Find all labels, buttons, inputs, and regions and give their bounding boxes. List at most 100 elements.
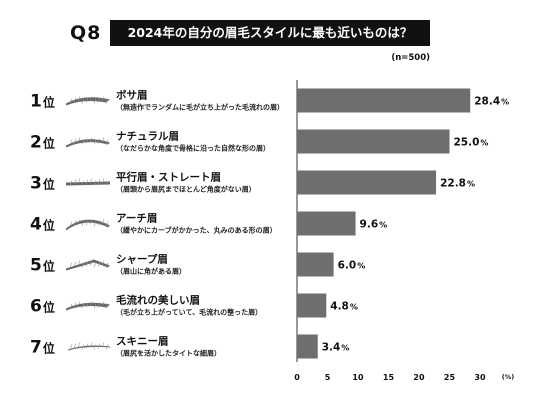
x-tick-label: 15	[383, 373, 395, 382]
eyebrow-hair	[77, 178, 81, 184]
eyebrow-hair	[93, 344, 97, 350]
bar	[297, 88, 471, 113]
value-number: 6.0	[338, 260, 357, 272]
eyebrow-hair	[73, 179, 77, 185]
rank-number: 1	[30, 92, 42, 112]
eyebrow-hair	[105, 221, 109, 227]
eyebrow-hair	[105, 303, 109, 309]
category-name: スキニー眉	[116, 336, 169, 348]
x-tick-label: 25	[444, 373, 456, 382]
eyebrow-hair	[73, 261, 77, 267]
rank-suffix: 位	[43, 341, 55, 356]
eyebrow-hair	[105, 139, 109, 145]
eyebrow-hair	[69, 262, 73, 268]
eyebrow-hair	[97, 302, 101, 308]
category-description: （眉頭から眉尻までほとんど角度がない眉）	[116, 185, 256, 194]
bar	[297, 211, 356, 236]
value-number: 28.4	[474, 96, 500, 108]
eyebrow-hair	[97, 261, 101, 267]
rank-label: 4位	[30, 215, 55, 235]
chart-title: 2024年の自分の眉毛スタイルに最も近いものは？	[110, 20, 430, 46]
eyebrow-hair	[81, 180, 85, 186]
value-unit: %	[379, 221, 387, 230]
eyebrow-hair	[85, 302, 89, 308]
category-description: （緩やかにカーブがかかった、丸みのある形の眉）	[116, 226, 277, 235]
eyebrow-hair	[101, 260, 105, 266]
eyebrow-hair	[93, 139, 97, 145]
eyebrow-hair	[89, 96, 93, 102]
rank-label: 3位	[30, 174, 55, 194]
eyebrow-hair	[93, 303, 97, 309]
value-number: 4.8	[330, 301, 349, 313]
category-name: ボサ眉	[116, 89, 148, 102]
eyebrow-shape	[68, 345, 110, 351]
value-label: 25.0%	[454, 137, 489, 149]
x-tick-label: 5	[325, 373, 331, 382]
bar	[297, 334, 318, 359]
category-name: アーチ眉	[116, 213, 157, 225]
eyebrow-hair	[93, 98, 97, 104]
rank-label: 6位	[30, 297, 55, 317]
eyebrow-hair	[81, 344, 85, 350]
category-name: シャープ眉	[116, 253, 168, 266]
eyebrow-hair	[89, 342, 93, 348]
value-number: 22.8	[440, 178, 466, 190]
eyebrow-hair	[89, 219, 93, 225]
eyebrow-hair	[73, 97, 77, 103]
rank-number: 2	[30, 133, 42, 153]
value-number: 25.0	[454, 137, 480, 149]
rank-label: 7位	[30, 338, 55, 358]
eyebrow-shape	[66, 139, 110, 148]
eyebrow-hair	[77, 260, 81, 266]
sample-size: (n=500)	[391, 53, 430, 63]
value-label: 6.0%	[338, 260, 366, 272]
eyebrow-icon	[66, 137, 110, 148]
eyebrow-hair	[69, 221, 73, 227]
eyebrow-hair	[69, 139, 73, 145]
eyebrow-hair	[105, 98, 109, 104]
eyebrow-hair	[101, 137, 105, 143]
eyebrow-hair	[69, 303, 73, 309]
value-number: 9.6	[360, 219, 379, 231]
eyebrow-hair	[101, 219, 105, 225]
eyebrow-hair	[85, 138, 89, 144]
question-number: Q8	[70, 22, 102, 44]
eyebrow-icon	[66, 219, 110, 231]
value-unit: %	[350, 303, 358, 312]
x-axis-unit: (%)	[502, 373, 514, 381]
eyebrow-hair	[89, 137, 93, 143]
eyebrow-icon	[66, 96, 110, 106]
rank-number: 3	[30, 174, 42, 194]
eyebrow-hair	[105, 262, 109, 268]
eyebrow-hair	[101, 301, 105, 307]
category-description: （毛が立ち上がっていて、毛流れの整った眉）	[116, 308, 262, 317]
bar	[297, 170, 437, 195]
eyebrow-hair	[77, 219, 81, 225]
rank-number: 6	[30, 297, 42, 317]
eyebrow-hair	[81, 303, 85, 309]
value-unit: %	[341, 344, 349, 353]
rank-suffix: 位	[43, 300, 55, 315]
value-unit: %	[480, 139, 488, 148]
eyebrow-hair	[77, 137, 81, 143]
eyebrow-hair	[89, 301, 93, 307]
eyebrow-hair	[97, 220, 101, 226]
rank-number: 7	[30, 338, 42, 358]
eyebrow-shape	[66, 181, 110, 186]
eyebrow-hair	[73, 220, 77, 226]
rank-label: 1位	[30, 92, 55, 112]
eyebrow-hair	[85, 97, 89, 103]
category-name: 毛流れの美しい眉	[116, 294, 200, 307]
category-description: （無造作でランダムに毛が立ち上がった毛流れの眉）	[116, 103, 284, 112]
eyebrow-hair	[85, 343, 89, 349]
bar	[297, 293, 327, 318]
eyebrow-hair	[93, 262, 97, 268]
category-description: （眉山に角がある眉）	[116, 267, 186, 276]
eyebrow-hair	[93, 180, 97, 186]
eyebrow-hair	[69, 344, 73, 350]
category-name: 平行眉・ストレート眉	[116, 171, 221, 184]
eyebrow-hair	[97, 179, 101, 185]
eyebrow-hair	[101, 342, 105, 348]
x-tick-label: 0	[294, 373, 300, 382]
eyebrow-hair	[89, 260, 93, 266]
